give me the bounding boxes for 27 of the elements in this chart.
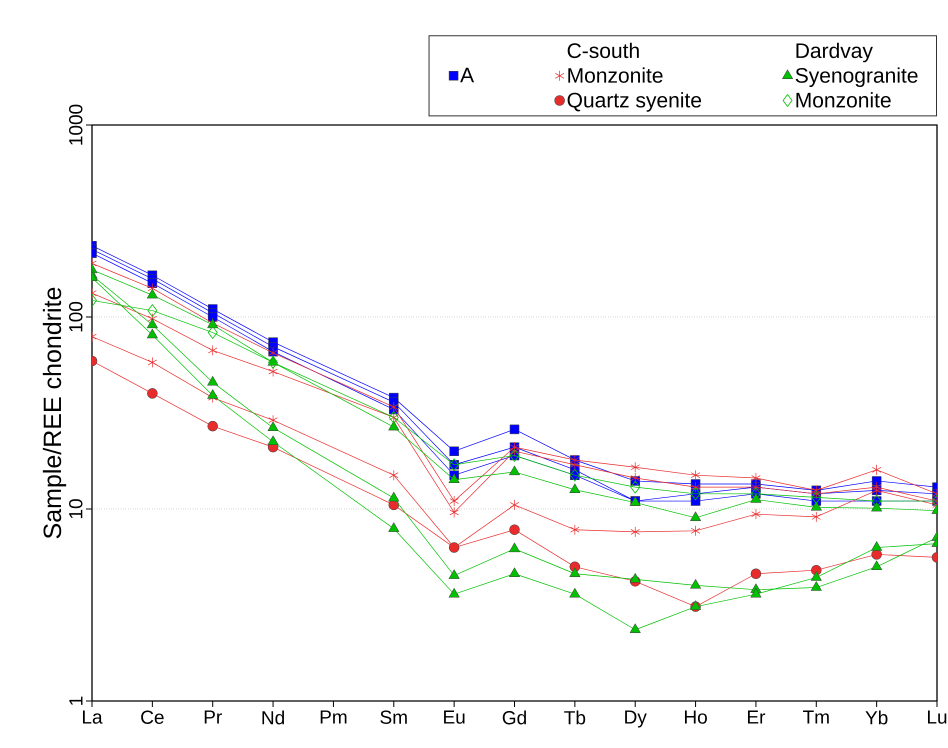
- y-axis-title: Sample/REE chondrite: [42, 288, 66, 538]
- x-tick-label: Er: [748, 710, 766, 724]
- x-tick-label: Yb: [865, 710, 888, 724]
- x-tick-label: Pm: [320, 710, 346, 724]
- text: Dardvay: [796, 42, 873, 62]
- x-tick-label: Dy: [625, 710, 647, 728]
- y-tick-label: 1: [69, 696, 82, 705]
- x-tick-label: La: [82, 710, 103, 724]
- legend-label: Monzonite: [568, 67, 663, 83]
- x-tick-label: Tb: [564, 710, 586, 724]
- x-tick-label: Ho: [684, 710, 707, 724]
- legend-label: A: [460, 68, 474, 82]
- x-tick-label: Sm: [380, 710, 407, 724]
- x-tick-label: Ce: [141, 710, 164, 724]
- x-tick-label: Gd: [502, 710, 526, 724]
- x-tick-label: Pr: [204, 710, 222, 724]
- legend-label: Quartz syenite: [568, 92, 702, 112]
- x-tick-label: Tm: [802, 710, 829, 724]
- y-tick-label: 10: [69, 499, 82, 518]
- legend-label: Monzonite: [796, 92, 891, 108]
- x-tick-label: Lu: [928, 710, 946, 724]
- x-tick-label: Nd: [262, 710, 284, 724]
- y-tick-label: 100: [69, 302, 82, 332]
- text: C-south: [568, 42, 639, 58]
- legend-label: Syenogranite: [796, 67, 918, 87]
- x-tick-label: Eu: [444, 710, 464, 724]
- y-tick-label: 1000: [69, 104, 82, 145]
